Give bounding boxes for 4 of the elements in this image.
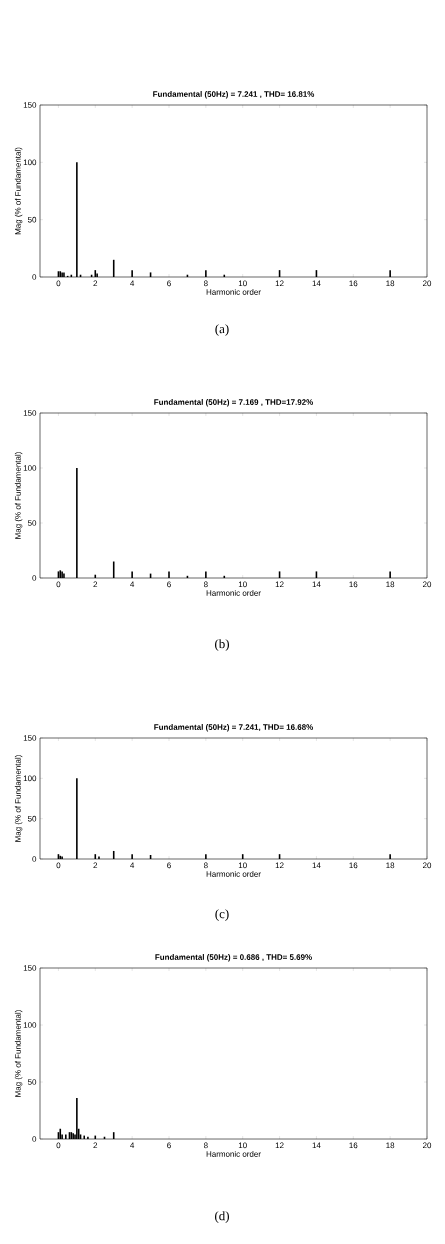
text: (c) <box>215 909 229 921</box>
text: (b) <box>215 639 229 651</box>
text: (d) <box>215 1211 229 1223</box>
text: (a) <box>215 324 229 336</box>
